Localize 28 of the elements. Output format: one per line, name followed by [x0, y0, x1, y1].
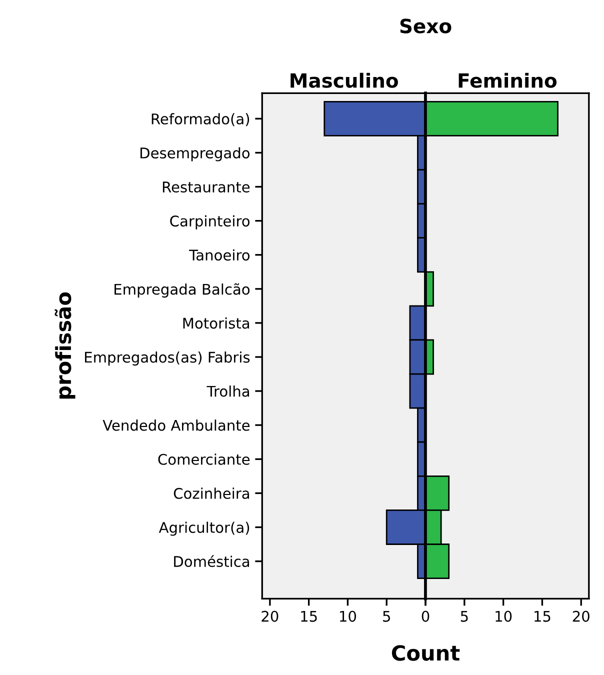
- y-tick-label: Carpinteiro: [170, 215, 250, 230]
- y-tick-label: Doméstica: [174, 555, 250, 568]
- chart-title: Masculino: [290, 72, 398, 88]
- y-tick-label: Empregados(as) Fabris: [85, 351, 250, 366]
- y-tick-label: Motorista: [183, 317, 250, 329]
- y-tick-label: Trolha: [206, 386, 250, 397]
- y-tick-label: Desempregado: [140, 147, 250, 162]
- x-tick-label: 10: [496, 610, 512, 622]
- y-tick-label: Empregada Balcão: [114, 283, 250, 298]
- x-tick-label: 20: [572, 610, 590, 622]
- x-tick-label: 5: [383, 610, 390, 622]
- y-tick-label: Agricultor(a): [158, 522, 250, 536]
- y-tick-label: Cozinheira: [174, 488, 250, 499]
- y-axis-title: profissão: [54, 292, 76, 399]
- x-tick-label: 10: [340, 610, 356, 622]
- x-tick-label: 5: [460, 610, 468, 622]
- chart-title: Feminino: [458, 72, 557, 88]
- y-tick-label: Comerciante: [158, 454, 250, 465]
- y-tick-label: Reformado(a): [152, 113, 250, 126]
- y-tick-label: Vendedo Ambulante: [102, 420, 250, 431]
- x-tick-label: 0: [422, 610, 430, 622]
- y-tick-label: Tanoeiro: [189, 249, 250, 261]
- y-tick-label: Restaurante: [162, 182, 250, 193]
- x-tick-label: 15: [534, 610, 550, 622]
- x-tick-label: 15: [301, 610, 317, 622]
- x-axis-title: Count: [392, 645, 460, 661]
- text: Sexo: [400, 18, 452, 34]
- x-tick-label: 20: [262, 610, 278, 622]
